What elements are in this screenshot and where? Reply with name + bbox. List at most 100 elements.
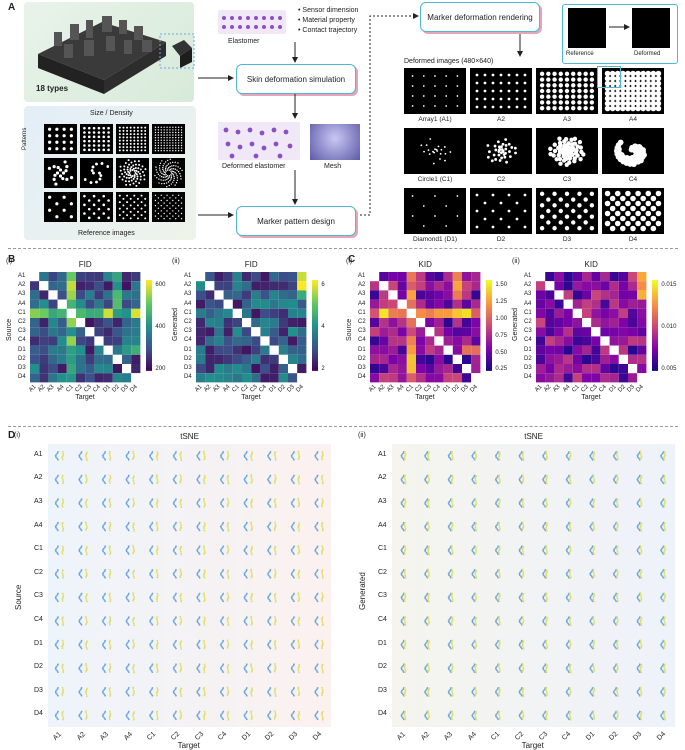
tsne-cluster (566, 687, 572, 697)
heatmap-cell (610, 318, 619, 327)
heatmap-cell (288, 300, 297, 309)
tsne-cluster (495, 569, 501, 579)
heatmap-cell (619, 327, 628, 336)
tick-label: D4 (34, 710, 43, 717)
heatmap-cell (453, 327, 462, 336)
tsne-cluster (126, 663, 135, 673)
heatmap-cell (434, 318, 443, 327)
heatmap-cell (471, 355, 480, 364)
heatmap-cell (270, 346, 279, 355)
highlight-box (597, 66, 621, 88)
tsne-cluster (566, 711, 572, 721)
tick-label: A3 (34, 498, 43, 505)
heatmap-cell (242, 336, 251, 345)
tsne-cluster (220, 498, 229, 508)
colorbar-tick: 4 (321, 324, 324, 330)
tsne-cluster (314, 451, 323, 461)
heatmap-cell (67, 300, 76, 309)
heatmap-cell (462, 373, 471, 382)
heatmap-cell (545, 346, 554, 355)
colorbar (312, 280, 318, 370)
tsne-cluster (314, 475, 323, 485)
heatmap-cell (600, 355, 609, 364)
heatmap-cell (471, 318, 480, 327)
tsne-cluster (424, 498, 430, 508)
heatmap-cell (297, 346, 306, 355)
tick-label: D2 (378, 663, 387, 670)
heatmap-cell (224, 272, 233, 281)
heatmap-cell (251, 272, 260, 281)
heatmap-cell (205, 290, 214, 299)
tsne-cluster (267, 640, 276, 650)
tsne-cluster (267, 710, 276, 720)
heatmap-cell (628, 336, 637, 345)
heatmap-cell (407, 290, 416, 299)
tsne-cluster (173, 474, 182, 484)
heatmap-cell (297, 272, 306, 281)
tsne-cluster (424, 593, 430, 603)
colorbar (652, 280, 658, 370)
heatmap-cell (637, 336, 646, 345)
deformed-pattern-image (536, 68, 598, 114)
deformed-pattern-image (536, 128, 598, 174)
heatmap-cell (233, 281, 242, 290)
heatmap-cell (582, 281, 591, 290)
tsne-cluster (542, 498, 548, 508)
tsne-cluster (149, 663, 158, 673)
tick-label: A3 (553, 384, 562, 393)
heatmap-cell (545, 272, 554, 281)
deformed-pattern-image (602, 188, 664, 234)
heatmap-cell (462, 327, 471, 336)
tsne-cluster (126, 451, 135, 461)
tsne-cluster (401, 522, 407, 532)
tsne-cluster (613, 616, 619, 626)
heatmap-cell (214, 327, 223, 336)
heatmap-cell (67, 364, 76, 373)
tsne-cluster (566, 451, 572, 461)
heatmap-cell (104, 272, 113, 281)
heatmap-cell (122, 364, 131, 373)
tick-label: D1 (184, 347, 192, 353)
heatmap-cell (39, 346, 48, 355)
tsne-cluster (267, 687, 276, 697)
heatmap-cell (434, 272, 443, 281)
heatmap-cell (407, 309, 416, 318)
heatmap-cell (297, 373, 306, 382)
tsne-cluster (78, 521, 87, 531)
heatmap-cell (462, 281, 471, 290)
heatmap-cell (30, 281, 39, 290)
heatmap-cell (407, 336, 416, 345)
y-axis-label: Source (6, 319, 13, 341)
heatmap-cell (94, 327, 103, 336)
heatmap-cell (122, 309, 131, 318)
deformed-pattern-image (470, 188, 532, 234)
heatmap-cell (39, 373, 48, 382)
tsne-cluster (291, 687, 300, 697)
tsne-cluster (173, 569, 182, 579)
heatmap-cell (453, 336, 462, 345)
tsne-cluster (495, 545, 501, 555)
heatmap-cell (379, 300, 388, 309)
tsne-cluster (267, 545, 276, 555)
tsne-cluster (78, 616, 87, 626)
tick-label: A4 (56, 384, 65, 393)
tsne-cluster (471, 592, 477, 602)
heatmap-cell (279, 281, 288, 290)
reference-pattern-image (152, 192, 185, 222)
heatmap-cell (233, 364, 242, 373)
heatmap-cell (104, 281, 113, 290)
heatmap-cell (536, 346, 545, 355)
tsne-cluster (519, 451, 525, 461)
heatmap-cell (39, 281, 48, 290)
heatmap-cell (536, 336, 545, 345)
heatmap-cell (462, 309, 471, 318)
heatmap-cell (564, 355, 573, 364)
heatmap-cell (536, 364, 545, 373)
tsne-cluster (173, 451, 182, 461)
heatmap-cell (600, 309, 609, 318)
heatmap-cell (407, 318, 416, 327)
heatmap-cell (434, 364, 443, 373)
heatmap-cell (545, 364, 554, 373)
deformed-elastomer-image (218, 122, 300, 160)
heatmap-cell (554, 272, 563, 281)
